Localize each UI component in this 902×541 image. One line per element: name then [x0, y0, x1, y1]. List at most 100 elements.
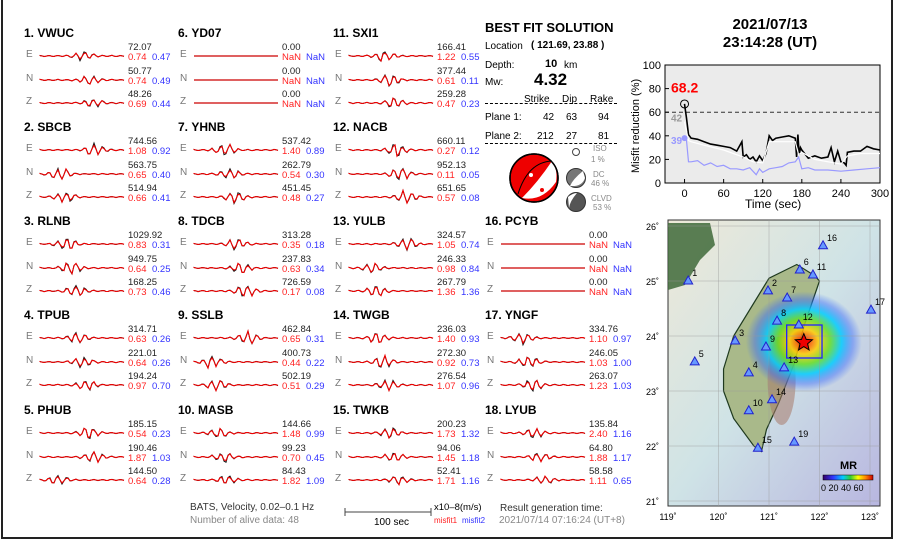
station-map-label: 8 [781, 308, 786, 318]
component-label: E [26, 331, 33, 342]
misfit2-value: NaN [306, 99, 326, 110]
event-time: 23:14:28 (UT) [722, 34, 818, 51]
waveform-trace [39, 427, 125, 440]
component-label: N [180, 449, 188, 461]
waveform-trace [39, 450, 125, 464]
station-triangle-icon [766, 393, 778, 404]
station-name: LYUB [505, 403, 537, 417]
station-number: 8. [178, 214, 189, 228]
station-number: 10. [178, 403, 195, 417]
station-triangle-icon [771, 315, 783, 325]
station-title: 14. TWGB [333, 308, 390, 322]
misfit2-value: 0.27 [306, 193, 325, 204]
misfit1-value: 1.36 [437, 287, 456, 298]
station-name: YULB [352, 214, 386, 228]
component-label: N [335, 260, 343, 272]
station-title: 16. PCYB [485, 214, 538, 228]
iso-percent: 1 % [591, 155, 605, 164]
misfit1-value: 0.44 [282, 357, 301, 369]
mw-label: Mw: [485, 77, 504, 88]
clvd-percent: 53 % [593, 203, 612, 212]
component-label: N [26, 260, 34, 272]
chart-xlabel: Time (sec) [745, 197, 802, 211]
colorbar-title: MR [840, 460, 857, 472]
component-label: Z [26, 96, 33, 107]
mainland-coast [668, 223, 715, 290]
station-number: 2. [24, 120, 35, 134]
station-map-label: 3 [739, 328, 744, 338]
station-map-label: 6 [804, 257, 809, 267]
misfit1-value: 1.05 [437, 240, 456, 251]
dc-label: DC [593, 170, 605, 179]
peak-amplitude: 246.05 [589, 347, 619, 359]
solution-title: BEST FIT SOLUTION [485, 20, 614, 35]
station-name: PHUB [37, 403, 72, 417]
waveform-trace [500, 356, 586, 367]
station-map-label: 9 [770, 334, 775, 344]
component-label: E [26, 143, 33, 154]
component-label: Z [26, 473, 33, 484]
legend-misfit2: misfit2 [462, 516, 486, 525]
peak-amplitude: 563.75 [128, 159, 158, 171]
station-title: 3. RLNB [24, 214, 71, 228]
station-title: 5. PHUB [24, 403, 71, 417]
component-label: N [335, 449, 343, 461]
component-label: Z [335, 96, 342, 107]
waveform-trace [348, 286, 434, 297]
station-map-label: 10 [753, 398, 763, 408]
waveform-trace [348, 333, 434, 344]
station-number: 7. [178, 120, 189, 134]
station-triangle-icon [743, 404, 755, 415]
misfit2-value: 0.18 [306, 240, 325, 251]
component-label: E [335, 143, 342, 154]
component-label: Z [180, 284, 187, 295]
misfit2-value: 0.92 [152, 146, 171, 157]
station-name: TDCB [191, 214, 225, 228]
station-map-label: 2 [772, 278, 777, 288]
station-name: YHNB [191, 120, 226, 134]
waveform-trace [500, 379, 586, 393]
generation-time-label: Result generation time: [500, 503, 603, 514]
x-tick-label: 60 [718, 188, 730, 200]
station-title: 18. LYUB [485, 403, 537, 417]
misfit2-value: 0.47 [152, 52, 171, 63]
misfit1-value: 0.48 [282, 193, 301, 204]
component-label: N [180, 354, 188, 366]
waveform-trace [193, 475, 279, 484]
plane2-dip: 27 [566, 131, 578, 142]
misfit1-value: 0.70 [282, 452, 301, 464]
misfit1-value: 0.69 [128, 99, 147, 110]
waveform-trace [194, 78, 278, 81]
misfit1-value: 0.54 [282, 169, 301, 181]
lon-tick-label: 119˚ [659, 512, 676, 522]
waveform-trace [39, 141, 125, 156]
component-label: Z [26, 190, 33, 201]
station-number: 3. [24, 214, 35, 228]
misfit2-value: 0.12 [461, 146, 480, 157]
station-triangle-icon [682, 274, 694, 285]
station-title: 9. SSLB [178, 308, 223, 322]
station-map-label: 5 [699, 349, 704, 359]
station-title: 7. YHNB [178, 120, 225, 134]
misfit1-value: NaN [589, 287, 609, 298]
peak-amplitude: 72.07 [128, 42, 152, 53]
plane1-label: Plane 1: [485, 112, 522, 123]
waveform-trace [39, 355, 125, 369]
misfit2-value: 0.40 [152, 169, 171, 181]
misfit1-value: 1.08 [128, 146, 147, 157]
component-label: Z [180, 378, 187, 389]
misfit2-value: 1.36 [461, 287, 480, 298]
y-tick-label: 100 [643, 60, 661, 72]
waveform-trace [39, 380, 125, 392]
peak-amplitude: 0.00 [282, 42, 301, 53]
amplitude-units: x10–8(m/s) [434, 502, 482, 513]
header-rake: Rake [590, 94, 614, 105]
lat-tick-label: 24˚ [646, 332, 659, 342]
misfit2-value: 0.44 [152, 99, 171, 110]
x-tick-label: 120 [754, 188, 772, 200]
misfit2-value: 0.74 [461, 240, 480, 251]
station-map-label: 4 [753, 360, 758, 370]
misfit1-value: 1.48 [282, 429, 301, 440]
misfit2-value: 0.26 [152, 334, 171, 345]
lon-tick-label: 123˚ [861, 512, 879, 522]
